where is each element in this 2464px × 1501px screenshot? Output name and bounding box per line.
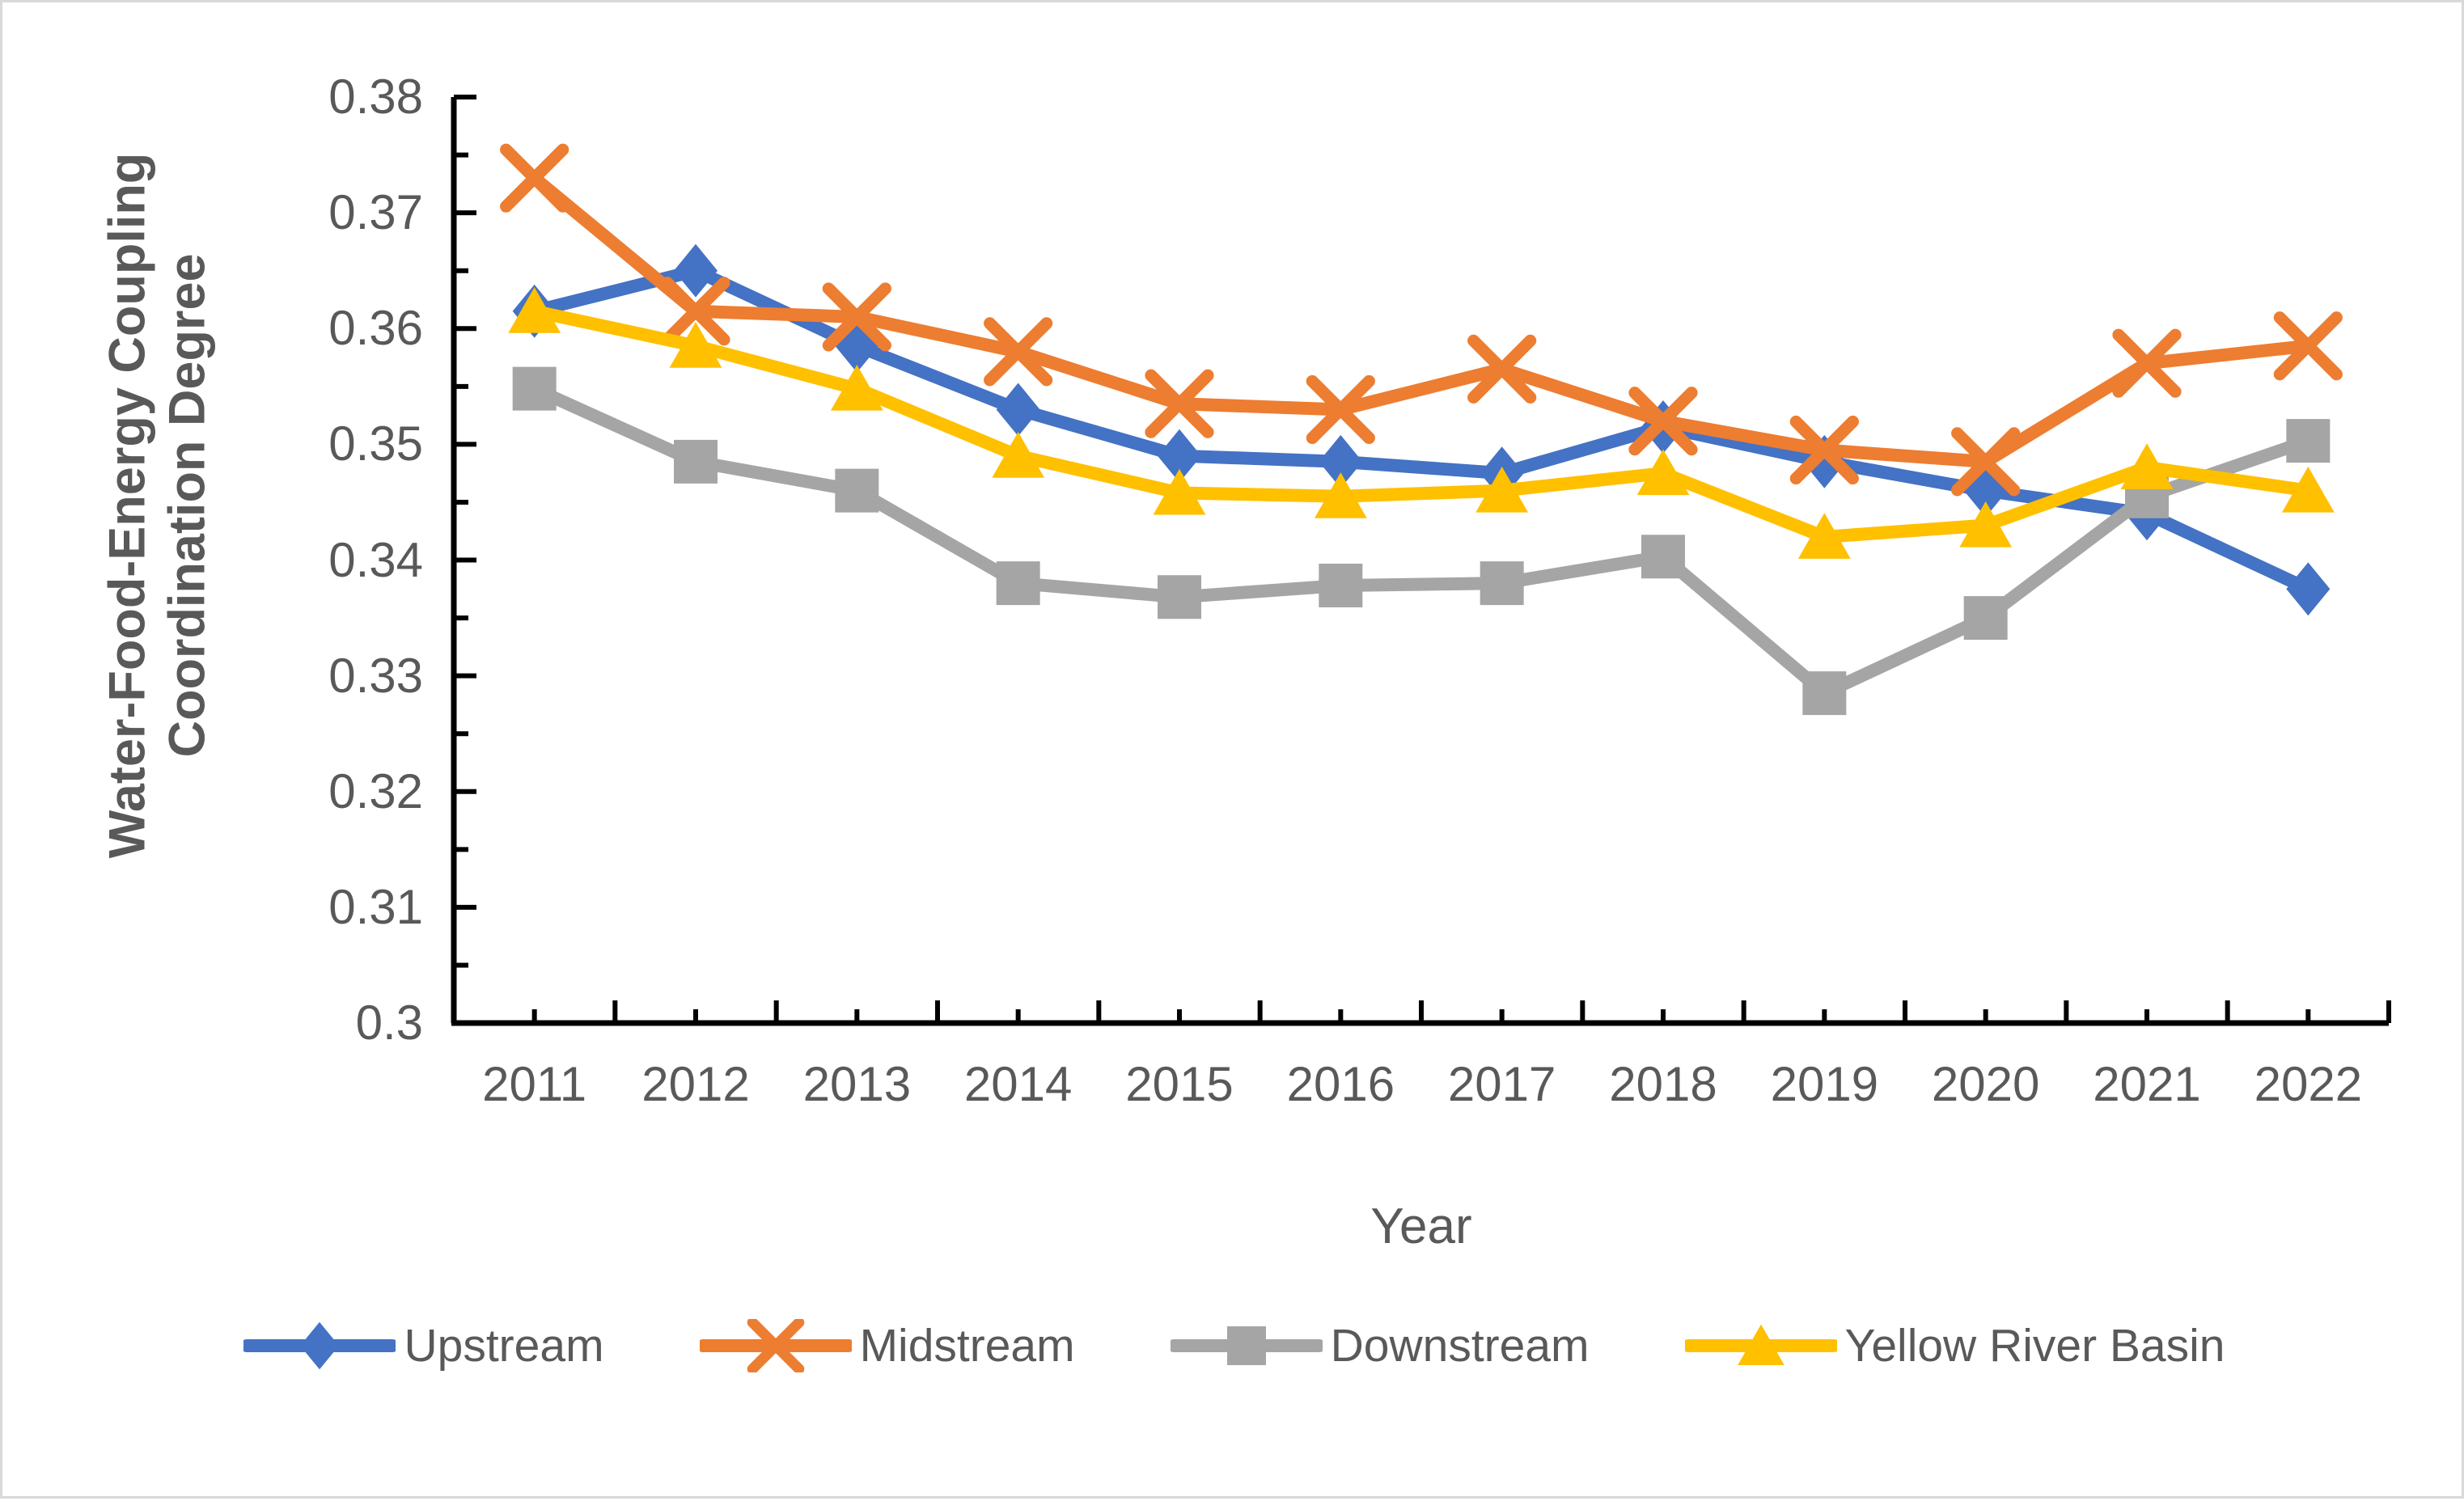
x-tick-label-2012: 2012 (641, 1057, 750, 1111)
series-midstream-marker-2018 (1628, 387, 1698, 456)
midstream-line-marker-icon (699, 1319, 852, 1372)
x-tick-label-2019: 2019 (1770, 1057, 1879, 1111)
x-tick-label-2016: 2016 (1286, 1057, 1395, 1111)
y-tick-label-0.37: 0.37 (328, 185, 423, 240)
legend-item-midstream: Midstream (699, 1319, 1075, 1372)
y-tick-label-0.31: 0.31 (328, 879, 423, 934)
series-midstream-line (527, 171, 2315, 468)
series-yellow-river-basin-marker-2012 (669, 322, 722, 368)
series-midstream-marker-2019 (1789, 415, 1859, 485)
triangle-marker-icon (1737, 1324, 1784, 1365)
series-upstream-marker-2016 (1319, 434, 1363, 488)
series-midstream-marker-2020 (1951, 427, 2021, 497)
series-yellow-river-basin-marker-2016 (1314, 472, 1367, 518)
series-midstream-marker-2017 (1467, 334, 1537, 404)
downstream-line-marker-icon (1170, 1326, 1323, 1365)
series-downstream-marker-2014 (996, 561, 1040, 606)
series-yellow-river-basin-marker-2020 (1959, 501, 2013, 548)
y-tick-label-0.34: 0.34 (328, 532, 423, 587)
series-yellow-river-basin-marker-2021 (2120, 443, 2174, 489)
series-downstream-marker-2015 (1158, 575, 1201, 619)
y-axis-title-line1: Water-Food-Energy Coupling (99, 152, 156, 859)
series-midstream-marker-2012 (661, 277, 730, 346)
series-midstream-marker-2016 (1306, 374, 1375, 445)
y-axis-title-line2: Coordination Degree (159, 253, 216, 758)
y-tick-label-0.33: 0.33 (328, 648, 423, 703)
series-midstream-marker-2021 (2112, 328, 2182, 398)
series-downstream-marker-2013 (835, 468, 879, 513)
y-axis-title: Water-Food-Energy Coupling Coordination … (98, 153, 218, 859)
legend-label-upstream: Upstream (404, 1320, 604, 1372)
series-downstream-marker-2022 (2286, 419, 2331, 463)
series-downstream-line (527, 382, 2315, 700)
series-midstream-marker-2011 (500, 143, 569, 213)
series-yellow-river-basin-marker-2019 (1797, 513, 1851, 559)
series-downstream-marker-2016 (1319, 563, 1363, 607)
x-tick-label-2020: 2020 (1931, 1057, 2040, 1111)
legend-label-yellow-river-basin: Yellow River Basin (1844, 1320, 2225, 1372)
series-downstream-marker-2011 (512, 366, 557, 411)
series-downstream-marker-2017 (1480, 561, 1524, 606)
series-yellow-river-basin-marker-2013 (830, 364, 883, 411)
y-tick-label-0.35: 0.35 (328, 416, 423, 471)
series-midstream-marker-2013 (822, 282, 891, 352)
y-tick-label-0.32: 0.32 (328, 763, 423, 818)
legend-label-midstream: Midstream (859, 1320, 1075, 1372)
series-yellow-river-basin-line (527, 304, 2315, 543)
x-tick-label-2011: 2011 (482, 1057, 587, 1111)
x-tick-label-2018: 2018 (1609, 1057, 1717, 1111)
series-downstream-marker-2019 (1802, 671, 1847, 716)
legend-item-yellow-river-basin: Yellow River Basin (1684, 1319, 2225, 1372)
x-marker-icon (747, 1319, 804, 1372)
x-axis-title: Year (1370, 1199, 1472, 1254)
series-midstream-marker-2022 (2273, 311, 2343, 381)
y-tick-label-0.3: 0.3 (355, 996, 423, 1050)
series-yellow-river-basin-marker-2014 (992, 431, 1045, 478)
legend-item-upstream: Upstream (243, 1319, 604, 1372)
upstream-line-marker-icon (243, 1321, 396, 1370)
series-yellow-river-basin-marker-2011 (508, 287, 561, 333)
series-midstream-marker-2015 (1145, 369, 1214, 438)
x-tick-label-2022: 2022 (2254, 1057, 2363, 1111)
series-yellow-river-basin-marker-2022 (2281, 466, 2335, 513)
diamond-marker-icon (300, 1321, 340, 1370)
series-yellow-river-basin-marker-2015 (1153, 468, 1206, 515)
y-tick-label-0.36: 0.36 (328, 301, 423, 356)
yellow-river-basin-line-marker-icon (1684, 1324, 1837, 1365)
chart-legend: Upstream Midstream Downstream Yellow Riv… (2, 1319, 2464, 1372)
series-downstream-marker-2018 (1641, 535, 1685, 579)
series-upstream-marker-2014 (996, 383, 1040, 437)
x-tick-label-2014: 2014 (963, 1057, 1073, 1111)
series-upstream-marker-2015 (1158, 429, 1201, 483)
x-tick-label-2013: 2013 (802, 1057, 912, 1111)
x-tick-label-2021: 2021 (2093, 1057, 2201, 1111)
series-downstream-marker-2020 (1963, 596, 2008, 641)
x-tick-label-2017: 2017 (1447, 1057, 1556, 1111)
series-yellow-river-basin-marker-2018 (1636, 449, 1690, 496)
y-tick-label-0.38: 0.38 (328, 70, 423, 124)
square-marker-icon (1226, 1326, 1266, 1365)
series-midstream-marker-2014 (984, 317, 1053, 387)
series-upstream-marker-2012 (674, 243, 718, 298)
legend-item-downstream: Downstream (1170, 1319, 1590, 1372)
x-tick-label-2015: 2015 (1125, 1057, 1234, 1111)
legend-label-downstream: Downstream (1330, 1320, 1590, 1372)
series-upstream-marker-2022 (2286, 562, 2331, 616)
series-downstream-marker-2012 (674, 439, 718, 484)
series-yellow-river-basin-marker-2017 (1475, 466, 1529, 513)
